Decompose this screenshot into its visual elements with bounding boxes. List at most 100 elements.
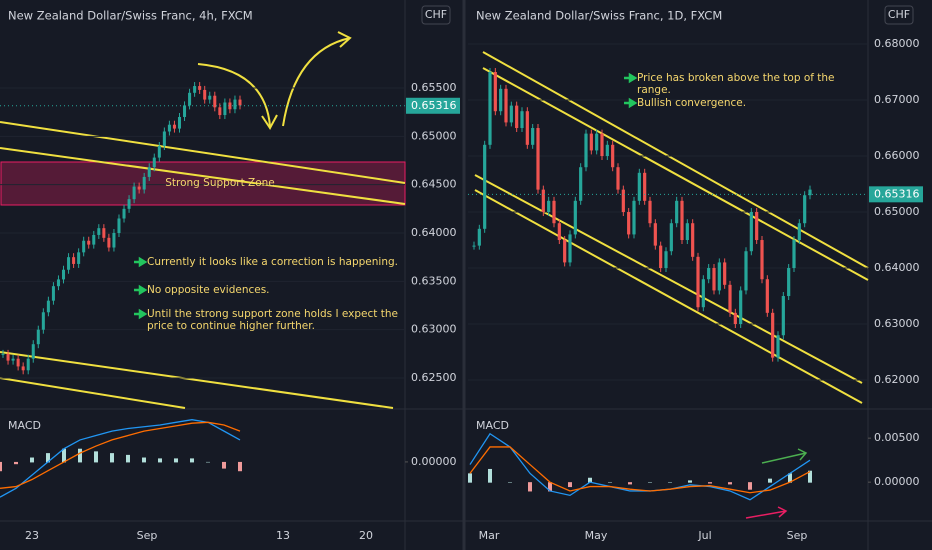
candle [579,167,583,201]
annotation: Price has broken above the top of the ran… [637,72,835,96]
y-tick-label: 0.68000 [874,37,920,50]
candle [611,144,615,168]
candle [46,300,50,313]
macd-arrows [745,448,808,519]
x-tick-label: Sep [137,529,158,542]
candle [142,176,146,190]
candle [157,145,161,158]
y-tick-label: 0.67000 [874,93,920,106]
macd-histogram [174,458,178,463]
annotation: Currently it looks like a correction is … [147,256,398,268]
y-tick-label: 0.64000 [411,226,457,239]
currency-label: CHF [888,8,910,21]
candle [584,133,588,168]
candle [749,212,753,252]
candle [733,312,737,325]
candle [488,72,492,145]
candle [87,240,91,245]
candle [82,240,86,253]
macd-histogram [748,482,752,490]
channel-line [0,351,394,409]
candle [11,358,15,361]
bullet-arrow [134,308,148,320]
currency-box [421,5,451,25]
macd-histogram [648,482,652,483]
macd-tick-label: 0.00000 [874,475,920,488]
candle [26,358,30,371]
candle [664,251,668,269]
macd-histogram [788,473,792,483]
candle [172,124,176,129]
candle [765,279,769,313]
macd-histogram [0,461,2,472]
x-tick-label: 23 [25,529,39,542]
candle [177,116,182,129]
candle [595,133,599,151]
candle [137,186,141,190]
x-tick-label: 13 [276,529,290,542]
channel-line [482,51,869,269]
candle [56,279,60,287]
candle [669,223,673,252]
macd-histogram [548,482,552,492]
last-price-box [869,186,923,203]
macd-histogram [608,482,612,483]
zone-label: Strong Support Zone [165,177,275,189]
macd-histogram [238,461,242,472]
candle [147,167,151,177]
channel-line [0,377,186,409]
x-tick-label: Mar [479,529,500,542]
y-tick-label: 0.65000 [411,129,457,142]
candle [51,286,55,301]
candle [637,172,641,201]
x-tick-label: May [585,529,608,542]
candle [536,128,540,190]
candle [132,186,136,200]
candle [632,200,636,235]
candle [1,353,5,355]
candle [16,358,20,367]
macd-histogram [568,482,572,488]
macd-histogram [688,480,692,483]
y-tick-label: 0.65500 [411,81,457,94]
macd-histogram [110,453,114,463]
macd-histogram [46,453,50,463]
macd-histogram [222,461,226,469]
macd-histogram [808,470,812,483]
macd-histogram [62,448,66,463]
candle [531,128,535,145]
macd-label: MACD [8,419,41,432]
candle [621,189,625,213]
candle [797,223,801,241]
candle [717,262,721,291]
candle [472,245,476,247]
channel-line [0,121,406,184]
channel-line [474,189,863,404]
candle [477,228,481,246]
candle [659,245,663,269]
y-tick-label: 0.63000 [411,323,457,336]
candle [97,228,101,235]
candle [122,208,126,219]
candle [515,105,519,129]
macd-histogram [728,482,732,485]
y-tick-label: 0.62500 [411,371,457,384]
candle [627,212,631,235]
candle [712,268,716,291]
annotation: Until the strong support zone holds I ex… [147,308,398,332]
candle [552,200,556,224]
candle [193,86,197,93]
candle [92,234,96,245]
candle [616,167,620,190]
candle [218,107,222,116]
macd-histogram [30,457,34,463]
candle [760,240,764,280]
candle [771,312,775,358]
annotation: Bullish convergence. [637,97,746,109]
macd-histogram [528,482,532,492]
candle [541,189,545,213]
candle [183,105,187,117]
